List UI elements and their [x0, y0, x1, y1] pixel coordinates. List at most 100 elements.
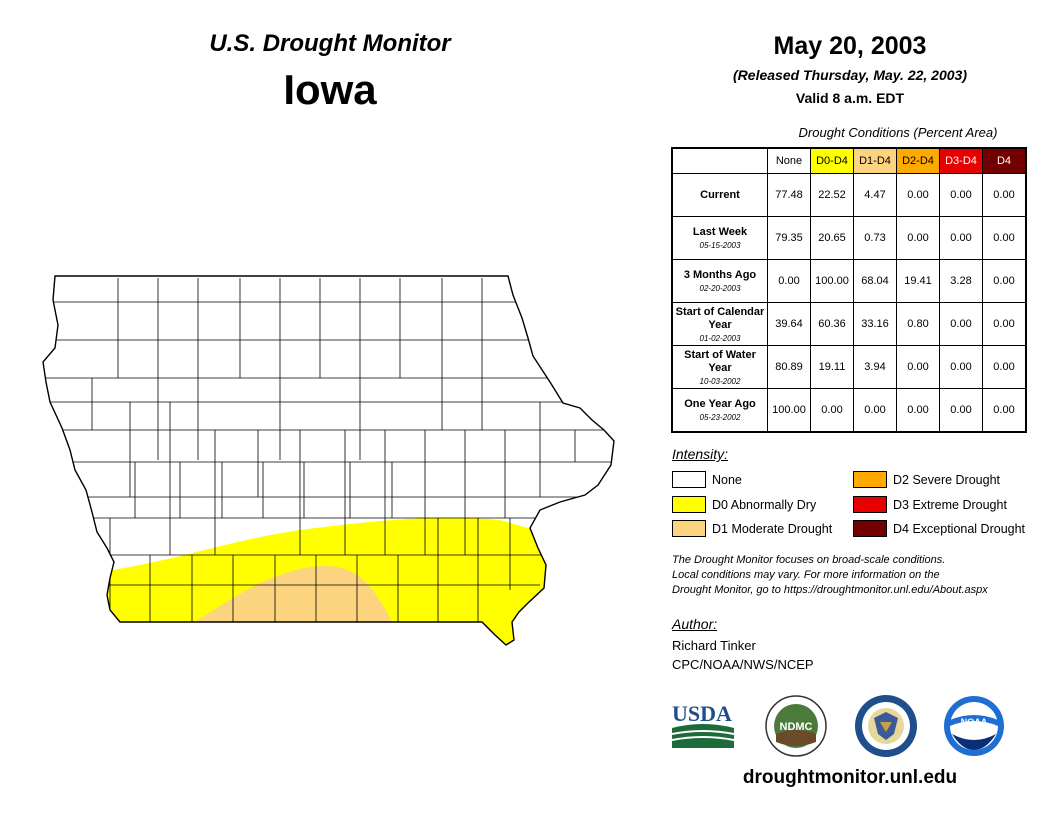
svg-text:USDA: USDA [672, 701, 732, 726]
legend-label: None [712, 472, 742, 487]
cell: 19.11 [810, 345, 854, 389]
note-line: Drought Monitor, go to https://droughtmo… [672, 584, 988, 596]
cell: 0.00 [896, 345, 940, 389]
legend-item-d2: D2 Severe Drought [853, 471, 1000, 488]
legend-item-none: None [672, 471, 742, 488]
table-row: 3 Months Ago 02-20-2003 0.00 100.00 68.04… [671, 259, 1027, 303]
legend-label: D4 Exceptional Drought [893, 521, 1026, 536]
col-d0-d4: D0-D4 [810, 147, 854, 174]
cell: 0.00 [982, 259, 1027, 303]
cell: 0.00 [939, 173, 983, 217]
legend-swatch [672, 496, 706, 513]
cell: 80.89 [767, 345, 811, 389]
region-title: Iowa [283, 66, 377, 113]
cell: 0.00 [896, 173, 940, 217]
table-row: Start of Water Year 10-03-2002 80.89 19.1… [671, 345, 1027, 389]
note-line: The Drought Monitor focuses on broad-sca… [672, 554, 946, 566]
cell: 60.36 [810, 302, 854, 346]
ndmc-logo: NDMC [765, 695, 827, 757]
cell: 0.00 [853, 388, 897, 433]
cell: 0.00 [767, 259, 811, 303]
cell: 0.80 [896, 302, 940, 346]
svg-text:NOAA: NOAA [961, 717, 988, 727]
agency-logos: USDA NDMC NOAA [671, 695, 1004, 757]
commerce-seal-logo [855, 695, 917, 757]
cell: 0.00 [896, 388, 940, 433]
cell: 4.47 [853, 173, 897, 217]
cell: 100.00 [810, 259, 854, 303]
table-row: Start of Calendar Year 01-02-2003 39.64 6… [671, 302, 1027, 346]
legend-swatch [853, 471, 887, 488]
cell: 0.00 [982, 302, 1027, 346]
cell: 0.00 [939, 388, 983, 433]
col-d4: D4 [982, 147, 1027, 174]
author-organization: CPC/NOAA/NWS/NCEP [672, 657, 814, 672]
cell: 0.00 [939, 216, 983, 260]
col-d1-d4: D1-D4 [853, 147, 897, 174]
cell: 0.00 [896, 216, 940, 260]
legend-swatch [672, 520, 706, 537]
legend-label: D1 Moderate Drought [712, 521, 833, 536]
row-label: One Year Ago 05-23-2002 [671, 388, 768, 433]
cell: 0.00 [982, 216, 1027, 260]
row-label: Start of Water Year 10-03-2002 [671, 345, 768, 389]
cell: 77.48 [767, 173, 811, 217]
legend-swatch [853, 496, 887, 513]
legend-label: D0 Abnormally Dry [712, 497, 817, 512]
website-url[interactable]: droughtmonitor.unl.edu [742, 767, 958, 788]
map-date: May 20, 2003 [773, 32, 927, 60]
cell: 19.41 [896, 259, 940, 303]
usda-logo: USDA [671, 701, 735, 748]
legend-item-d4: D4 Exceptional Drought [853, 520, 1025, 537]
cell: 3.28 [939, 259, 983, 303]
cell: 0.73 [853, 216, 897, 260]
row-label: Start of Calendar Year 01-02-2003 [671, 302, 768, 346]
d1-moderate-drought-area [195, 565, 392, 622]
legend-label: D2 Severe Drought [893, 472, 1001, 487]
table-header-row: None D0-D4 D1-D4 D2-D4 D3-D4 D4 [672, 147, 1027, 174]
table-row: Current 77.48 22.52 4.47 0.00 0.00 0.00 [671, 173, 1027, 217]
cell: 20.65 [810, 216, 854, 260]
cell: 33.16 [853, 302, 897, 346]
row-label: Last Week 05-15-2003 [671, 216, 768, 260]
header-blank [672, 148, 768, 174]
legend-item-d1: D1 Moderate Drought [672, 520, 832, 537]
legend-swatch [853, 520, 887, 537]
table-row: One Year Ago 05-23-2002 100.00 0.00 0.00 … [671, 388, 1027, 433]
cell: 0.00 [982, 173, 1027, 217]
noaa-logo: NOAA [944, 696, 1004, 756]
drought-conditions-table: None D0-D4 D1-D4 D2-D4 D3-D4 D4 Current … [671, 147, 1027, 433]
table-caption: Drought Conditions (Percent Area) [798, 125, 998, 140]
table-row: Last Week 05-15-2003 79.35 20.65 0.73 0.0… [671, 216, 1027, 260]
cell: 68.04 [853, 259, 897, 303]
cell: 0.00 [810, 388, 854, 433]
cell: 39.64 [767, 302, 811, 346]
cell: 0.00 [939, 302, 983, 346]
cell: 79.35 [767, 216, 811, 260]
cell: 22.52 [810, 173, 854, 217]
col-none: None [767, 147, 811, 174]
map-title: U.S. Drought Monitor [209, 30, 451, 57]
cell: 100.00 [767, 388, 811, 433]
legend-item-d0: D0 Abnormally Dry [672, 496, 816, 513]
legend-title: Intensity: [672, 446, 729, 462]
valid-time: Valid 8 a.m. EDT [795, 90, 905, 106]
county-lines [44, 278, 612, 622]
legend-label: D3 Extreme Drought [893, 497, 1007, 512]
row-label: Current [671, 173, 768, 217]
row-label: 3 Months Ago 02-20-2003 [671, 259, 768, 303]
state-outline [42, 275, 615, 646]
cell: 0.00 [939, 345, 983, 389]
col-d3-d4: D3-D4 [939, 147, 983, 174]
author-heading: Author: [672, 616, 718, 632]
release-date: (Released Thursday, May. 22, 2003) [733, 67, 967, 83]
svg-text:NDMC: NDMC [780, 721, 813, 733]
author-name: Richard Tinker [672, 638, 756, 653]
cell: 3.94 [853, 345, 897, 389]
note-line: Local conditions may vary. For more info… [672, 569, 940, 581]
legend-swatch [672, 471, 706, 488]
legend-item-d3: D3 Extreme Drought [853, 496, 1007, 513]
cell: 0.00 [982, 388, 1027, 433]
cell: 0.00 [982, 345, 1027, 389]
col-d2-d4: D2-D4 [896, 147, 940, 174]
